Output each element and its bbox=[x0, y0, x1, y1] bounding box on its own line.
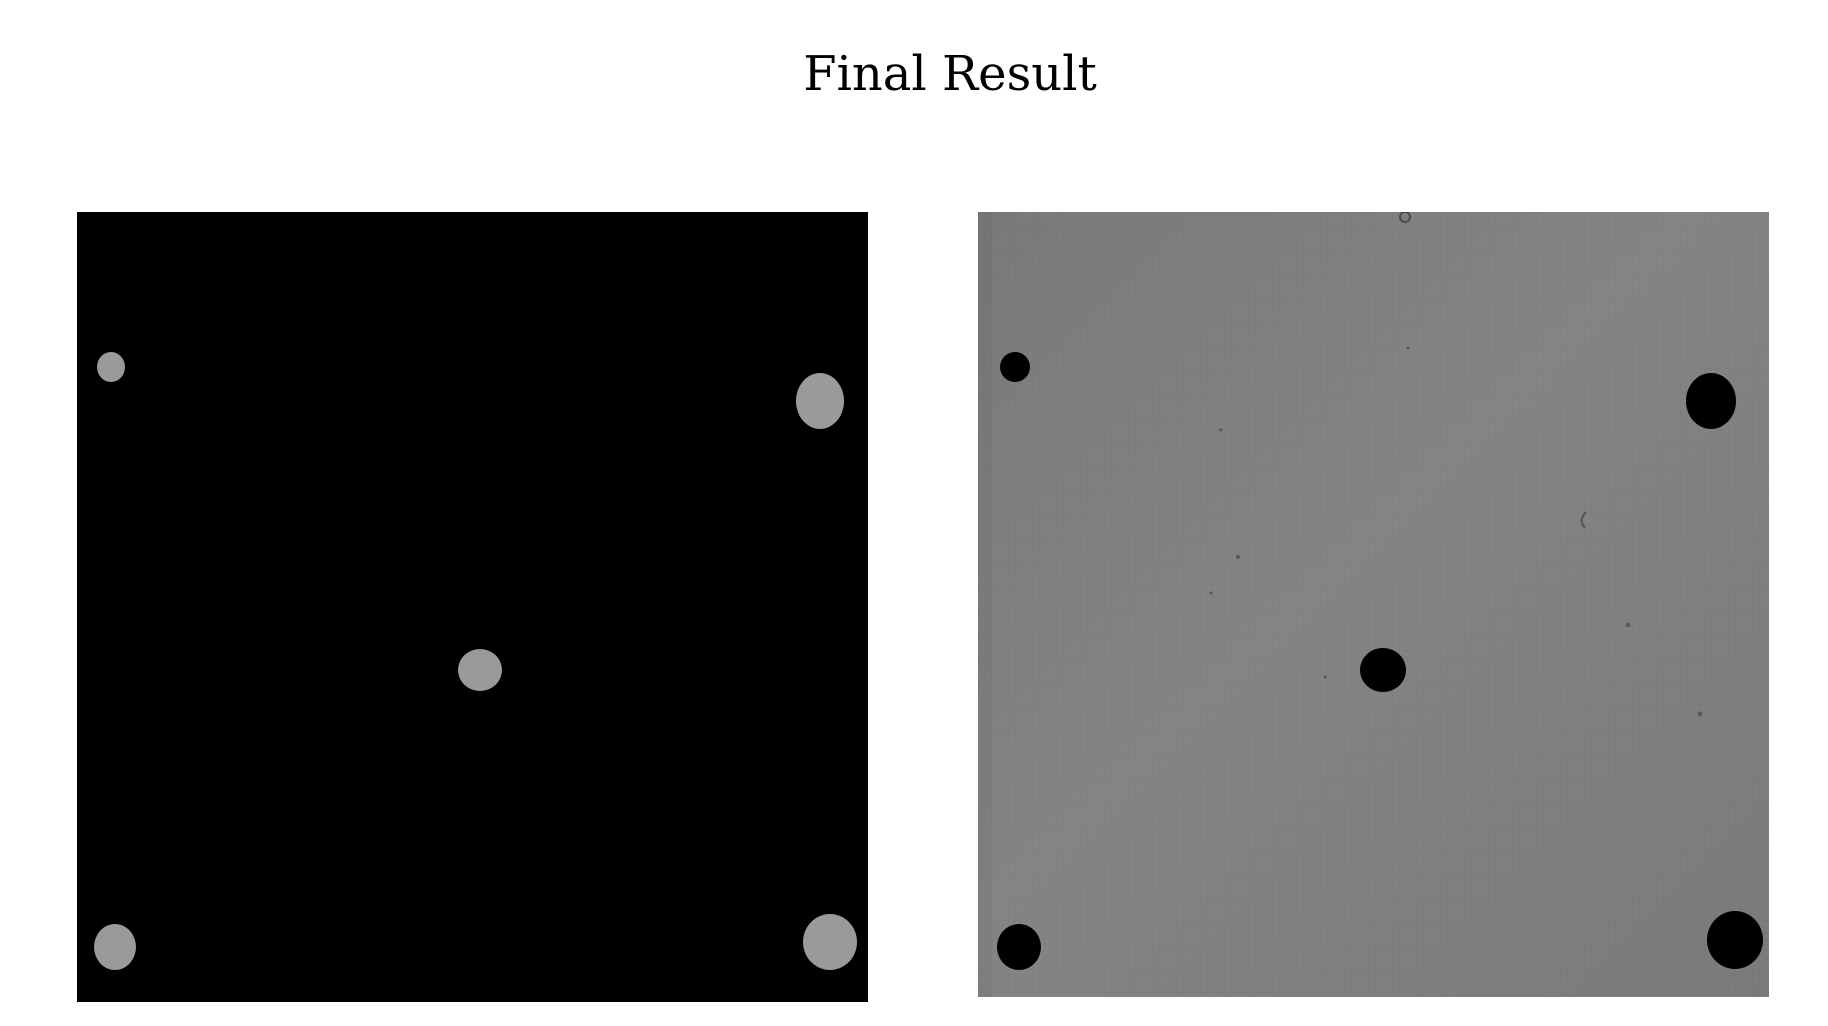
plate-speck bbox=[1406, 346, 1410, 350]
mask-panel bbox=[77, 212, 868, 1002]
figure-title: Final Result bbox=[803, 46, 1097, 102]
plate-texture bbox=[978, 212, 1769, 997]
mask-blob bbox=[796, 373, 844, 429]
mask-blob bbox=[97, 352, 125, 382]
plate-hole bbox=[1686, 373, 1736, 429]
plate-photo-with-filled-holes-image bbox=[978, 212, 1769, 997]
plate-edge-shade bbox=[978, 212, 992, 997]
segmentation-mask-image bbox=[77, 212, 868, 1002]
mask-background bbox=[77, 212, 868, 1002]
plate-speck bbox=[1209, 591, 1213, 595]
result-panel bbox=[978, 212, 1769, 997]
plate-speck bbox=[1697, 711, 1703, 717]
plate-speck bbox=[1323, 675, 1327, 679]
plate-speck bbox=[1625, 622, 1631, 628]
plate-hole bbox=[1000, 352, 1030, 382]
plate-speck bbox=[1399, 212, 1411, 223]
plate-hole bbox=[1707, 911, 1763, 969]
plate-hole bbox=[1360, 648, 1406, 692]
mask-blob bbox=[458, 649, 502, 691]
plate-speck bbox=[1219, 428, 1223, 432]
plate-hole bbox=[997, 924, 1041, 970]
mask-blob bbox=[94, 924, 136, 970]
plate-speck bbox=[1236, 555, 1240, 559]
plate-scratch bbox=[1580, 511, 1587, 529]
mask-blob bbox=[803, 914, 857, 970]
